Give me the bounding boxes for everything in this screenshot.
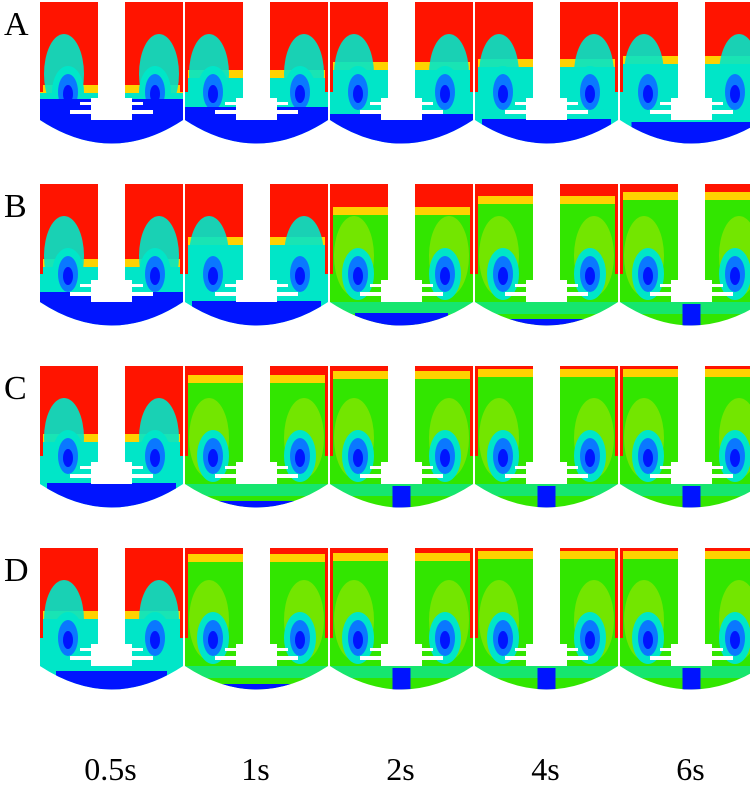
- contour-plot: [40, 2, 183, 144]
- contour-plot: [620, 366, 750, 508]
- contour-plot: [330, 366, 473, 508]
- contour-plot: [185, 184, 328, 326]
- contour-panel-a-4s: [475, 2, 618, 152]
- contour-panel-c-4s: [475, 366, 618, 516]
- contour-panel-a-2s: [330, 2, 473, 152]
- contour-panel-d-1s: [185, 548, 328, 698]
- contour-panel-b-0-5s: [40, 184, 183, 334]
- contour-plot: [620, 2, 750, 144]
- contour-panel-d-6s: [620, 548, 750, 698]
- contour-plot: [330, 184, 473, 326]
- time-label-0-5s: 0.5s: [84, 751, 137, 787]
- contour-plot: [620, 184, 750, 326]
- contour-plot: [330, 2, 473, 144]
- contour-plot: [475, 548, 618, 690]
- contour-panel-b-2s: [330, 184, 473, 334]
- contour-panel-c-6s: [620, 366, 750, 516]
- contour-plot: [185, 2, 328, 144]
- contour-plot: [475, 366, 618, 508]
- contour-panel-b-4s: [475, 184, 618, 334]
- contour-plot: [40, 548, 183, 690]
- contour-panel-d-0-5s: [40, 548, 183, 698]
- contour-plot: [185, 366, 328, 508]
- contour-panel-a-0-5s: [40, 2, 183, 152]
- contour-panel-b-6s: [620, 184, 750, 334]
- contour-plot: [40, 366, 183, 508]
- contour-panel-c-1s: [185, 366, 328, 516]
- contour-panel-a-6s: [620, 2, 750, 152]
- time-label-1s: 1s: [241, 751, 270, 787]
- row-label-d: D: [4, 552, 29, 589]
- contour-panel-d-4s: [475, 548, 618, 698]
- contour-panel-c-2s: [330, 366, 473, 516]
- row-label-b: B: [4, 188, 27, 225]
- contour-panel-c-0-5s: [40, 366, 183, 516]
- contour-panel-d-2s: [330, 548, 473, 698]
- row-label-a: A: [4, 6, 29, 43]
- contour-plot: [330, 548, 473, 690]
- contour-plot: [475, 184, 618, 326]
- contour-panel-a-1s: [185, 2, 328, 152]
- time-label-4s: 4s: [531, 751, 560, 787]
- contour-plot: [475, 2, 618, 144]
- contour-plot: [40, 184, 183, 326]
- time-label-2s: 2s: [386, 751, 415, 787]
- contour-plot: [620, 548, 750, 690]
- contour-plot: [185, 548, 328, 690]
- time-label-6s: 6s: [676, 751, 705, 787]
- contour-panel-b-1s: [185, 184, 328, 334]
- row-label-c: C: [4, 370, 27, 407]
